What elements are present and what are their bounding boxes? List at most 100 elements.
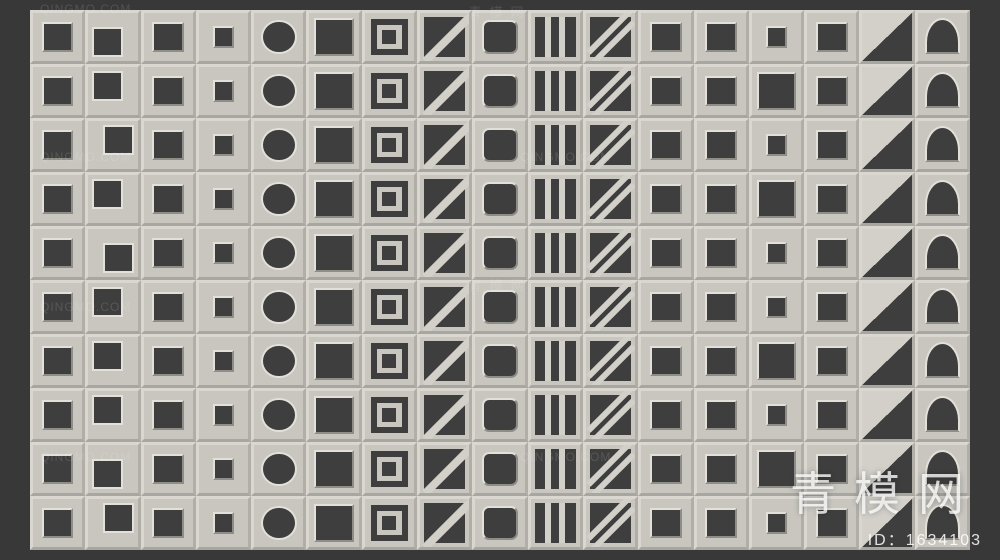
- breeze-block: [362, 10, 417, 64]
- breeze-block: [694, 334, 749, 388]
- breeze-block: [417, 442, 472, 496]
- breeze-block: [85, 388, 140, 442]
- breeze-block: [859, 64, 914, 118]
- breeze-block: [749, 280, 804, 334]
- breeze-block: [804, 334, 859, 388]
- breeze-block: [196, 10, 251, 64]
- breeze-block: [859, 226, 914, 280]
- breeze-block: [251, 172, 306, 226]
- breeze-block: [859, 172, 914, 226]
- breeze-block: [362, 496, 417, 550]
- breeze-block: [417, 496, 472, 550]
- breeze-block: [528, 388, 583, 442]
- breeze-block: [251, 280, 306, 334]
- breeze-block: [859, 118, 914, 172]
- breeze-block: [804, 388, 859, 442]
- breeze-block: [749, 10, 804, 64]
- breeze-block: [638, 280, 693, 334]
- breeze-block: [196, 226, 251, 280]
- breeze-block: [583, 226, 638, 280]
- breeze-block: [30, 496, 85, 550]
- breeze-block: [859, 388, 914, 442]
- breeze-block: [362, 442, 417, 496]
- breeze-block: [915, 388, 970, 442]
- breeze-block: [915, 118, 970, 172]
- breeze-block: [915, 172, 970, 226]
- breeze-block: [141, 442, 196, 496]
- breeze-block: [472, 118, 527, 172]
- breeze-block: [306, 280, 361, 334]
- breeze-block: [804, 64, 859, 118]
- breeze-block: [749, 64, 804, 118]
- breeze-block: [583, 496, 638, 550]
- breeze-block: [85, 118, 140, 172]
- breeze-block: [362, 172, 417, 226]
- breeze-block: [251, 442, 306, 496]
- breeze-block: [583, 172, 638, 226]
- breeze-block: [472, 496, 527, 550]
- breeze-block: [472, 280, 527, 334]
- breeze-block: [528, 334, 583, 388]
- breeze-block: [141, 10, 196, 64]
- breeze-block: [196, 64, 251, 118]
- breeze-block: [196, 118, 251, 172]
- breeze-block: [804, 496, 859, 550]
- breeze-block: [362, 388, 417, 442]
- breeze-block: [528, 442, 583, 496]
- breeze-block: [694, 226, 749, 280]
- breeze-block: [804, 172, 859, 226]
- breeze-block: [859, 334, 914, 388]
- breeze-block: [694, 118, 749, 172]
- breeze-block: [141, 496, 196, 550]
- breeze-block: [638, 226, 693, 280]
- breeze-block: [417, 172, 472, 226]
- breeze-block: [638, 442, 693, 496]
- breeze-block: [196, 496, 251, 550]
- breeze-block: [141, 118, 196, 172]
- breeze-block: [251, 388, 306, 442]
- breeze-block: [472, 442, 527, 496]
- breeze-block: [251, 496, 306, 550]
- breeze-block: [694, 172, 749, 226]
- breeze-block: [30, 388, 85, 442]
- breeze-block: [583, 280, 638, 334]
- breeze-block: [306, 388, 361, 442]
- breeze-block: [251, 226, 306, 280]
- breeze-block: [306, 172, 361, 226]
- breeze-block: [251, 64, 306, 118]
- breeze-block: [694, 64, 749, 118]
- breeze-block: [638, 388, 693, 442]
- breeze-block: [30, 334, 85, 388]
- breeze-block: [85, 442, 140, 496]
- breeze-block: [915, 496, 970, 550]
- breeze-block: [30, 280, 85, 334]
- breeze-block: [583, 388, 638, 442]
- breeze-block: [306, 496, 361, 550]
- breeze-block: [362, 280, 417, 334]
- breeze-block: [141, 280, 196, 334]
- breeze-block: [915, 226, 970, 280]
- breeze-block: [859, 280, 914, 334]
- breeze-block: [417, 280, 472, 334]
- breeze-block: [30, 172, 85, 226]
- breeze-block: [251, 334, 306, 388]
- breeze-block: [141, 388, 196, 442]
- breeze-block: [362, 118, 417, 172]
- breeze-block: [251, 118, 306, 172]
- breeze-block: [915, 442, 970, 496]
- breeze-block: [804, 280, 859, 334]
- breeze-block: [528, 10, 583, 64]
- breeze-block: [528, 172, 583, 226]
- breeze-block: [749, 442, 804, 496]
- breeze-block: [30, 226, 85, 280]
- breeze-block: [472, 172, 527, 226]
- block-grid: [30, 10, 970, 550]
- breeze-block: [30, 64, 85, 118]
- breeze-block: [306, 334, 361, 388]
- breeze-block: [694, 10, 749, 64]
- breeze-block: [362, 64, 417, 118]
- breeze-block: [417, 64, 472, 118]
- breeze-block: [528, 280, 583, 334]
- breeze-block: [30, 442, 85, 496]
- breeze-block: [583, 10, 638, 64]
